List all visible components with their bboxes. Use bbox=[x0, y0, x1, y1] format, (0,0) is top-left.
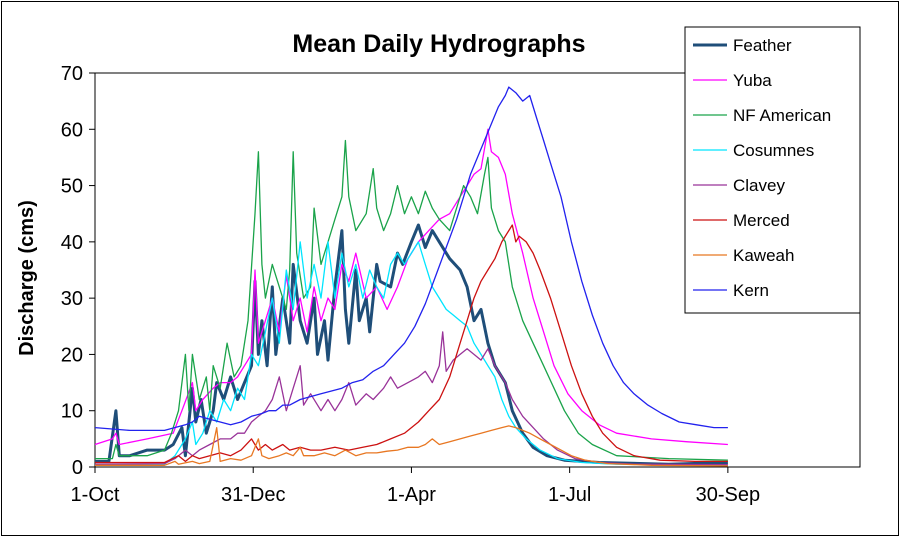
legend-label: Kaweah bbox=[733, 246, 794, 265]
legend-label: Clavey bbox=[733, 176, 785, 195]
legend-box bbox=[684, 26, 861, 314]
y-tick-label: 70 bbox=[61, 63, 83, 85]
y-tick-label: 60 bbox=[61, 119, 83, 141]
series-line-nf-american bbox=[95, 139, 728, 461]
x-tick-label: 1-Jul bbox=[548, 484, 591, 506]
y-tick-label: 50 bbox=[61, 176, 83, 198]
y-axis-label: Discharge (cms) bbox=[16, 200, 38, 356]
y-tick-label: 10 bbox=[61, 401, 83, 423]
series-line-yuba bbox=[94, 128, 728, 446]
series-line-kaweah bbox=[95, 425, 728, 467]
legend: Feather Yuba NF American Cosumnes Clavey Merc… bbox=[684, 26, 861, 314]
y-tick-label: 0 bbox=[72, 457, 83, 479]
y-tick-label: 40 bbox=[61, 232, 83, 254]
legend-label: Merced bbox=[733, 211, 790, 230]
y-tick-label: 20 bbox=[61, 344, 83, 366]
y-tick-label: 30 bbox=[61, 288, 83, 310]
chart-title: Mean Daily Hydrographs bbox=[292, 30, 585, 58]
axes: 0 10 20 30 40 50 60 70 1-Oct 31-Dec 1-Apr 1-Jul 30-S… bbox=[61, 63, 861, 506]
legend-label: Kern bbox=[733, 281, 769, 300]
legend-label: Feather bbox=[733, 36, 792, 55]
x-tick-label: 31-Dec bbox=[221, 484, 285, 506]
x-tick-label: 30-Sep bbox=[696, 484, 761, 506]
series-line-clavey bbox=[94, 331, 728, 466]
series-line-merced bbox=[95, 224, 728, 464]
x-tick-label: 1-Apr bbox=[387, 484, 436, 506]
legend-label: Cosumnes bbox=[733, 141, 814, 160]
legend-label: NF American bbox=[733, 106, 831, 125]
series-line-kern bbox=[94, 86, 728, 432]
series-layer bbox=[94, 86, 728, 467]
x-tick-label: 1-Oct bbox=[71, 484, 120, 506]
legend-label: Yuba bbox=[733, 71, 772, 90]
series-line-cosumnes bbox=[95, 241, 728, 466]
series-line-feather bbox=[95, 223, 728, 466]
